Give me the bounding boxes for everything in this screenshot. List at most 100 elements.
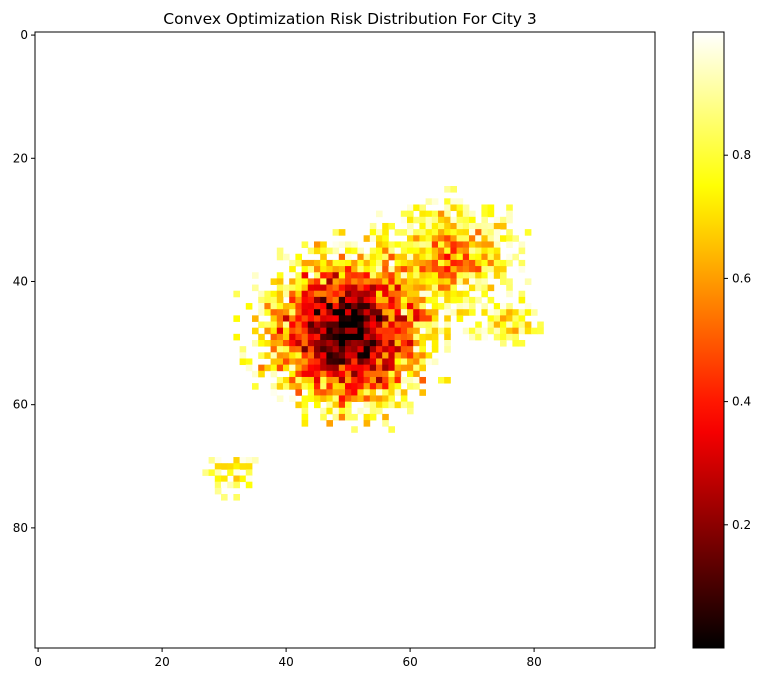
- heatmap-cell: [444, 253, 451, 261]
- heatmap-cell: [376, 389, 383, 396]
- heatmap-cell: [382, 290, 389, 298]
- heatmap-cell: [351, 346, 358, 353]
- heatmap-cell: [270, 383, 278, 390]
- heatmap-cell: [481, 284, 488, 292]
- heatmap-cells: [202, 186, 544, 501]
- heatmap-cell: [338, 229, 346, 236]
- heatmap-cell: [400, 395, 408, 402]
- heatmap-cell: [493, 222, 501, 230]
- heatmap-cell: [369, 370, 377, 378]
- heatmap-cell: [301, 296, 309, 304]
- heatmap-cell: [301, 370, 309, 378]
- heatmap-cell: [438, 259, 445, 267]
- heatmap-cell: [345, 266, 352, 273]
- heatmap-cell: [394, 278, 402, 285]
- heatmap-cell: [326, 352, 333, 359]
- heatmap-cell: [301, 401, 309, 409]
- heatmap-cell: [462, 235, 470, 242]
- heatmap-cell: [506, 229, 513, 236]
- heatmap-cell: [295, 364, 302, 372]
- heatmap-cell: [481, 222, 488, 230]
- heatmap-cell: [462, 259, 470, 267]
- heatmap-cell: [444, 309, 451, 316]
- heatmap-cell: [481, 266, 488, 273]
- heatmap-cell: [270, 370, 278, 378]
- heatmap-cell: [382, 389, 389, 396]
- heatmap-cell: [338, 401, 346, 409]
- heatmap-cell: [239, 475, 247, 483]
- heatmap-cell: [357, 376, 364, 384]
- heatmap-cell: [450, 204, 457, 212]
- heatmap-cell: [357, 333, 364, 341]
- heatmap-cell: [487, 253, 495, 261]
- heatmap-cell: [363, 309, 371, 316]
- heatmap-cell: [295, 296, 302, 304]
- heatmap-cell: [413, 333, 420, 341]
- heatmap-cell: [332, 358, 340, 366]
- heatmap-cell: [456, 315, 464, 322]
- heatmap-cell: [394, 352, 402, 359]
- heatmap-cell: [357, 247, 364, 255]
- heatmap-cell: [431, 309, 439, 316]
- heatmap-cell: [376, 259, 383, 267]
- heatmap-cell: [283, 358, 290, 366]
- heatmap-cell: [388, 272, 395, 279]
- heatmap-cell: [431, 358, 439, 366]
- heatmap-cell: [456, 253, 464, 261]
- heatmap-cell: [295, 383, 302, 390]
- heatmap-cell: [407, 241, 414, 248]
- heatmap-cell: [320, 284, 327, 292]
- heatmap-cell: [289, 370, 296, 378]
- heatmap-cell: [320, 278, 327, 285]
- heatmap-cell: [252, 284, 259, 292]
- heatmap-cell: [388, 376, 395, 384]
- heatmap-cell: [326, 420, 333, 427]
- heatmap-cell: [425, 210, 433, 218]
- heatmap-cell: [338, 333, 346, 341]
- chart-title: Convex Optimization Risk Distribution Fo…: [163, 10, 536, 28]
- heatmap-cell: [376, 358, 383, 366]
- heatmap-cell: [376, 333, 383, 341]
- heatmap-cell: [314, 284, 321, 292]
- heatmap-cell: [369, 266, 377, 273]
- heatmap-cell: [493, 247, 501, 255]
- heatmap-cell: [382, 327, 389, 335]
- heatmap-cell: [332, 383, 340, 390]
- heatmap-cell: [314, 389, 321, 396]
- heatmap-cell: [276, 296, 284, 304]
- heatmap-cell: [475, 333, 482, 341]
- heatmap-cell: [264, 321, 271, 329]
- heatmap-cell: [363, 395, 371, 402]
- heatmap-cell: [518, 247, 526, 255]
- heatmap-cell: [400, 259, 408, 267]
- heatmap-cell: [233, 494, 240, 501]
- heatmap-cell: [338, 303, 346, 310]
- heatmap-cell: [345, 346, 352, 353]
- heatmap-cell: [233, 475, 240, 483]
- heatmap-cell: [419, 340, 426, 347]
- heatmap-cell: [351, 413, 358, 421]
- heatmap-cell: [438, 253, 445, 261]
- heatmap-cell: [214, 463, 222, 470]
- heatmap-cell: [413, 235, 420, 242]
- heatmap-cell: [413, 290, 420, 298]
- heatmap-cell: [481, 290, 488, 298]
- heatmap-cell: [307, 383, 315, 390]
- heatmap-cell: [394, 296, 402, 304]
- heatmap-cell: [314, 278, 321, 285]
- heatmap-cell: [369, 315, 377, 322]
- heatmap-cell: [407, 333, 414, 341]
- y-tick-label: 0: [20, 28, 28, 42]
- heatmap-cell: [270, 290, 278, 298]
- heatmap-cell: [345, 241, 352, 248]
- heatmap-cell: [363, 284, 371, 292]
- heatmap-cell: [431, 333, 439, 341]
- heatmap-cell: [500, 321, 507, 329]
- heatmap-cell: [295, 340, 302, 347]
- heatmap-cell: [382, 272, 389, 279]
- heatmap-cell: [345, 401, 352, 409]
- heatmap-cell: [400, 352, 408, 359]
- heatmap-cell: [245, 364, 253, 372]
- heatmap-cell: [382, 370, 389, 378]
- x-tick-label: 60: [402, 655, 417, 669]
